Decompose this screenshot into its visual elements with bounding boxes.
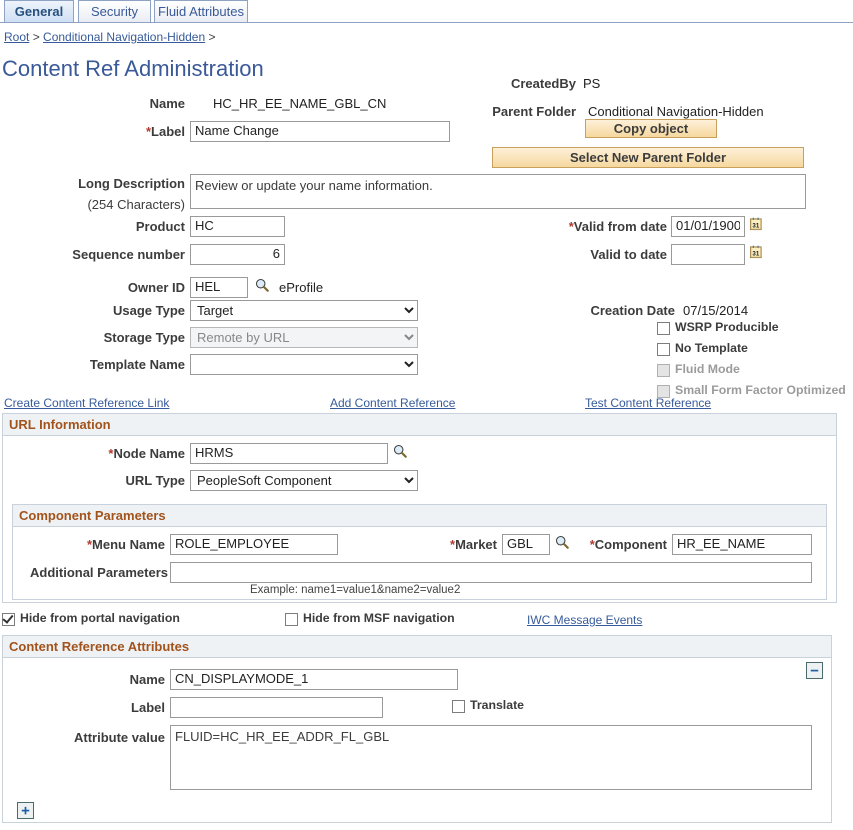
svg-text:31: 31: [752, 251, 759, 258]
svg-text:31: 31: [752, 223, 759, 230]
